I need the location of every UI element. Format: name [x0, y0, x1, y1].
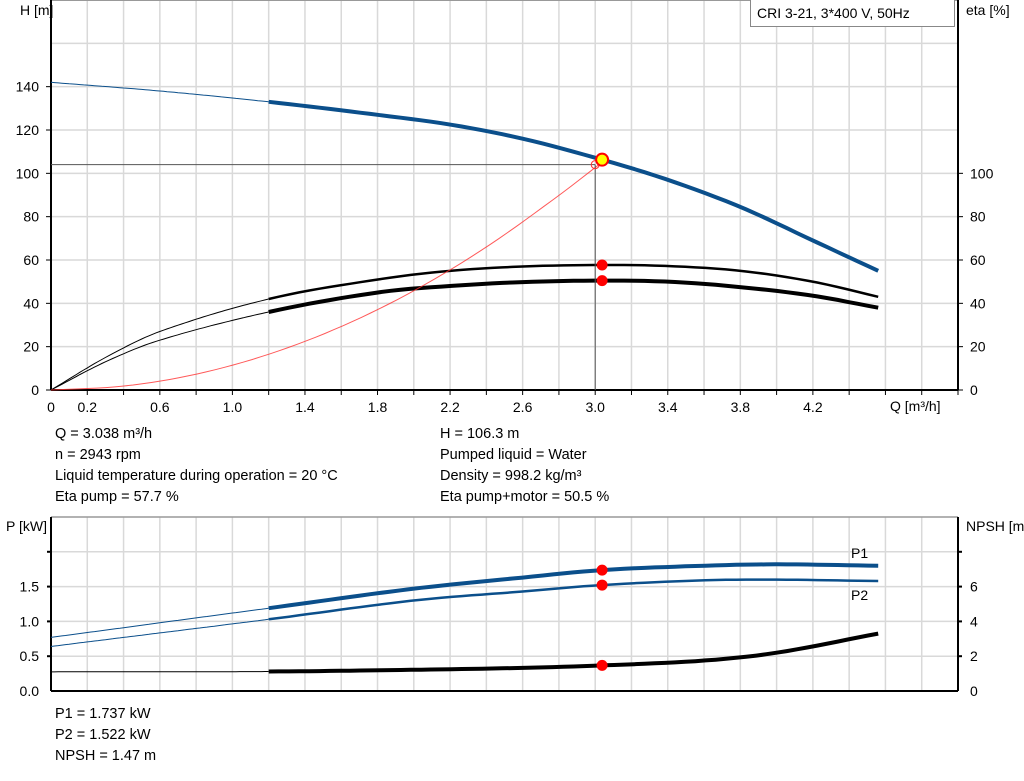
y-tick-label-eta: 80 — [970, 209, 986, 225]
y-tick-label-head: 100 — [16, 165, 40, 181]
npsh-marker — [596, 659, 608, 671]
info-speed: n = 2943 rpm — [55, 447, 141, 463]
x-tick-label: 1.0 — [223, 399, 243, 415]
y-tick-label-head: 140 — [16, 79, 40, 95]
y-tick-label-eta: 40 — [970, 295, 986, 311]
p1-curve — [268, 562, 879, 611]
p1-curve-extrapolated — [50, 607, 269, 638]
y-tick-label-power: 1.0 — [20, 613, 40, 629]
info-npsh: NPSH = 1.47 m — [55, 748, 157, 764]
x-tick-label: 3.8 — [731, 399, 751, 415]
chart-legend: CRI 3-21, 3*400 V, 50Hz — [750, 0, 955, 27]
y-axis-label-power: P [kW] — [6, 518, 47, 534]
y-tick-label-head: 40 — [23, 295, 39, 311]
y-tick-label-eta: 20 — [970, 339, 986, 355]
x-tick-label: 1.8 — [368, 399, 388, 415]
info-eta-pump-motor: Eta pump+motor = 50.5 % — [440, 489, 610, 505]
y-tick-label-power: 1.5 — [20, 579, 40, 595]
info-p1: P1 = 1.737 kW — [55, 706, 151, 722]
eta-pump-motor-marker — [596, 275, 608, 287]
eta-pump-motor-curve — [268, 278, 879, 314]
y-tick-label-head: 120 — [16, 122, 40, 138]
y-axis-label-npsh: NPSH [m] — [966, 518, 1024, 534]
x-tick-label: 0 — [47, 399, 55, 415]
y-tick-label-head: 80 — [23, 209, 39, 225]
npsh-curve — [268, 631, 879, 674]
info-density: Density = 998.2 kg/m³ — [440, 468, 582, 484]
power-info: P1 = 1.737 kW P2 = 1.522 kW NPSH = 1.47 … — [55, 704, 156, 767]
p2-curve — [268, 578, 879, 621]
info-pumped-liquid: Pumped liquid = Water — [440, 447, 587, 463]
series-label-p2: P2 — [851, 587, 868, 603]
info-head: H = 106.3 m — [440, 426, 520, 442]
head-curve — [268, 99, 880, 273]
y-tick-label-npsh: 4 — [970, 613, 978, 629]
y-tick-label-eta: 60 — [970, 252, 986, 268]
info-liquid-temperature: Liquid temperature during operation = 20… — [55, 468, 338, 484]
y-tick-label-npsh: 6 — [970, 579, 978, 595]
y-axis-label-eta: eta [%] — [966, 2, 1010, 18]
p1-marker — [596, 564, 608, 576]
p2-curve-extrapolated — [50, 618, 269, 647]
y-tick-label-head: 20 — [23, 339, 39, 355]
legend-text: CRI 3-21, 3*400 V, 50Hz — [757, 5, 910, 21]
y-tick-label-power: 0.0 — [20, 683, 40, 699]
eta-pump-marker — [596, 259, 608, 271]
duty-info-left: Q = 3.038 m³/h n = 2943 rpm Liquid tempe… — [55, 424, 338, 508]
system-curve — [50, 164, 600, 391]
duty-info-right: H = 106.3 m Pumped liquid = Water Densit… — [440, 424, 609, 508]
eta-pump-motor-curve-extrapolated — [50, 311, 269, 391]
x-tick-label: 2.6 — [513, 399, 533, 415]
p2-marker — [596, 579, 608, 591]
y-axis-label-head: H [m] — [20, 2, 54, 18]
info-eta-pump: Eta pump = 57.7 % — [55, 489, 179, 505]
x-tick-label: 2.2 — [440, 399, 460, 415]
eta-pump-curve-extrapolated — [50, 298, 269, 391]
x-tick-label: 3.4 — [658, 399, 678, 415]
x-tick-label: 0.2 — [78, 399, 98, 415]
info-p2: P2 = 1.522 kW — [55, 727, 151, 743]
y-tick-label-npsh: 0 — [970, 683, 978, 699]
y-tick-label-head: 0 — [31, 382, 39, 398]
series-label-p1: P1 — [851, 545, 868, 561]
head-curve-extrapolated — [50, 81, 269, 103]
x-tick-label: 1.4 — [295, 399, 315, 415]
x-tick-label: 3.0 — [585, 399, 605, 415]
info-flow: Q = 3.038 m³/h — [55, 426, 153, 442]
x-axis-label-flow: Q [m³/h] — [890, 398, 941, 414]
y-tick-label-power: 0.5 — [20, 648, 40, 664]
y-tick-label-eta: 100 — [970, 165, 994, 181]
y-tick-label-npsh: 2 — [970, 648, 978, 664]
x-tick-label: 0.6 — [150, 399, 170, 415]
eta-pump-curve — [268, 263, 879, 301]
duty-point-marker — [595, 152, 610, 167]
y-tick-label-head: 60 — [23, 252, 39, 268]
x-tick-label: 4.2 — [803, 399, 823, 415]
y-tick-label-eta: 0 — [970, 382, 978, 398]
